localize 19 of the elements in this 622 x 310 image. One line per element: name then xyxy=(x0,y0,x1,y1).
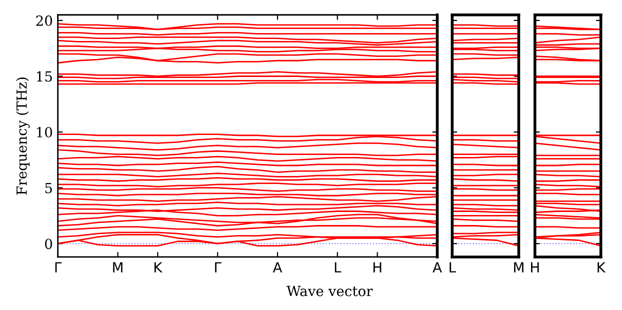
x-tick-label: A xyxy=(272,262,282,272)
y-tick-label: 20 xyxy=(36,15,52,26)
y-axis-title: Frequency (THz) xyxy=(16,78,30,195)
x-tick-label: M xyxy=(113,262,122,272)
x-tick-label: L xyxy=(450,262,456,272)
x-tick-label: H xyxy=(531,262,539,272)
x-tick-label: A xyxy=(432,262,442,272)
y-tick-label: 0 xyxy=(45,238,52,250)
x-tick-label: Γ xyxy=(215,262,222,272)
y-tick-label: 10 xyxy=(37,127,52,138)
x-tick-label: K xyxy=(598,262,606,272)
x-tick-label: H xyxy=(374,262,382,272)
x-tick-label: L xyxy=(334,262,342,272)
x-tick-label: K xyxy=(154,262,163,272)
x-axis-title: Wave vector xyxy=(286,286,373,296)
x-tick-label: Γ xyxy=(55,262,62,272)
x-tick-label: M xyxy=(514,262,524,272)
y-tick-label: 15 xyxy=(37,71,52,82)
y-tick-label: 5 xyxy=(45,182,52,194)
